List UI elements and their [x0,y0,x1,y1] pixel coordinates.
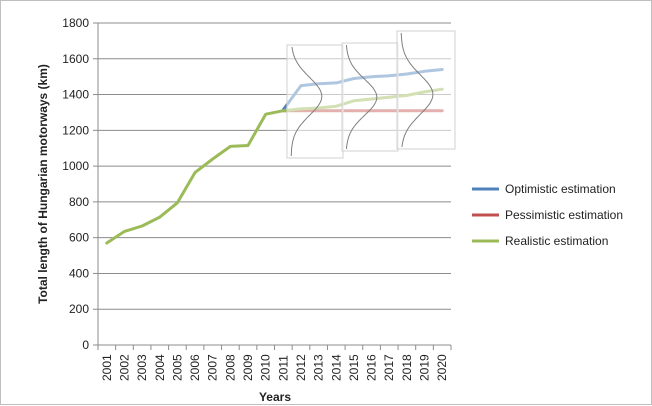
y-tick-label: 200 [69,302,89,316]
distribution-overlay [286,30,456,159]
x-tick-label: 2004 [153,354,167,381]
x-tick-labels: 2001 2002 2003 2004 2005 2006 2007 2008 2009 2010… [100,354,449,381]
x-axis-title: Years [259,390,291,404]
x-tick-label: 2019 [418,354,432,381]
y-tick-label: 1400 [62,88,89,102]
distribution-panel [341,42,399,152]
y-tick-label: 0 [82,338,89,352]
x-tick-label: 2010 [259,354,273,381]
x-tick-label: 2001 [100,354,114,381]
y-tick-label: 1600 [62,52,89,66]
distribution-curve [400,32,434,148]
axes [93,22,452,350]
x-tick-label: 2013 [312,354,326,381]
x-tick-label: 2006 [188,354,202,381]
x-tick-label: 2018 [400,354,414,381]
legend-label: Pessimistic estimation [505,208,623,222]
y-tick-label: 800 [69,195,89,209]
distribution-panel [286,44,344,159]
x-tick-label: 2008 [223,354,237,381]
x-tick-label: 2009 [241,354,255,381]
distribution-panel [396,30,456,150]
x-tick-label: 2005 [170,354,184,381]
y-tick-labels: 0 200 400 600 800 1000 1200 1400 1600 1800 [62,16,89,352]
legend-label: Optimistic estimation [505,182,616,196]
distribution-curve [290,46,323,157]
y-tick-label: 600 [69,231,89,245]
x-tick-label: 2003 [135,354,149,381]
y-tick-label: 1200 [62,123,89,137]
legend: Optimistic estimation Pessimistic estimat… [472,182,623,248]
x-tick-label: 2017 [382,354,396,381]
y-axis-title: Total length of Hungarian motorways (km) [36,64,50,304]
y-tick-label: 1000 [62,159,89,173]
gridlines [98,22,451,346]
x-tick-label: 2007 [206,354,220,381]
legend-label: Realistic estimation [505,234,608,248]
x-tick-label: 2011 [276,355,290,381]
y-tick-label: 1800 [62,16,89,30]
x-tick-label: 2016 [365,354,379,381]
distribution-curve [346,44,378,150]
y-tick-label: 400 [69,266,89,280]
x-tick-label: 2015 [347,354,361,381]
x-tick-label: 2020 [435,354,449,381]
x-tick-label: 2002 [117,354,131,381]
x-tick-label: 2014 [329,354,343,381]
x-tick-label: 2012 [294,354,308,381]
